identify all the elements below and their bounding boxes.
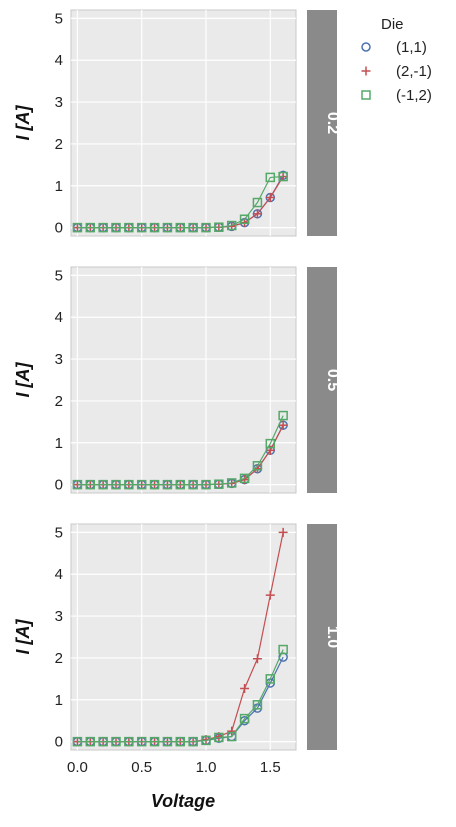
legend-title: Die — [381, 16, 404, 33]
legend-marker — [362, 67, 371, 76]
y-tick-label: 2 — [55, 650, 63, 667]
y-tick-label: 2 — [55, 393, 63, 410]
legend-item: (1,1) — [362, 39, 427, 56]
x-tick-label: 1.5 — [260, 759, 281, 776]
legend-label: (2,-1) — [396, 63, 432, 80]
legend: Die (1,1) (2,-1) (-1,2) — [362, 16, 432, 104]
x-axis-label: Voltage — [151, 791, 215, 811]
plot-background — [71, 10, 296, 236]
legend-marker — [362, 91, 370, 99]
y-tick-label: 0 — [55, 220, 63, 237]
y-tick-label: 2 — [55, 136, 63, 153]
legend-label: (-1,2) — [396, 87, 432, 104]
x-tick-label: 1.0 — [196, 759, 217, 776]
facet-strip-label: 0.2 — [324, 112, 341, 134]
y-tick-label: 1 — [55, 178, 63, 195]
y-tick-label: 0 — [55, 477, 63, 494]
y-tick-label: 5 — [55, 10, 63, 27]
y-tick-label: 1 — [55, 435, 63, 452]
legend-marker — [362, 43, 370, 51]
y-tick-label: 5 — [55, 524, 63, 541]
y-axis-label: I [A] — [13, 362, 33, 398]
legend-item: (2,-1) — [362, 63, 432, 80]
y-tick-label: 4 — [55, 309, 63, 326]
legend-label: (1,1) — [396, 39, 427, 56]
y-tick-label: 3 — [55, 94, 63, 111]
panel-1.0: 0 1 2 3 4 5 I [A] 1.0 0.0 0.5 1.0 1.5 — [13, 524, 341, 776]
panel-0.2: 0 1 2 3 4 5 I [A] 0.2 — [13, 10, 341, 237]
x-tick-label: 0.5 — [131, 759, 152, 776]
y-axis-label: I [A] — [13, 619, 33, 655]
legend-item: (-1,2) — [362, 87, 432, 104]
y-tick-label: 4 — [55, 52, 63, 69]
y-tick-label: 3 — [55, 608, 63, 625]
panel-0.5: 0 1 2 3 4 5 I [A] 0.5 — [13, 267, 341, 494]
x-tick-label: 0.0 — [67, 759, 88, 776]
panels-group: 0 1 2 3 4 5 I [A] 0.2 0 1 2 3 4 5 I [A] 0.5 0 1 2 3 4 5 I [A] 1… — [13, 10, 341, 776]
y-tick-label: 3 — [55, 351, 63, 368]
y-tick-label: 0 — [55, 734, 63, 751]
y-axis-label: I [A] — [13, 105, 33, 141]
y-tick-label: 4 — [55, 566, 63, 583]
y-tick-label: 5 — [55, 267, 63, 284]
plot-background — [71, 267, 296, 493]
facet-strip-label: 1.0 — [324, 626, 341, 648]
y-tick-label: 1 — [55, 692, 63, 709]
facet-strip-label: 0.5 — [324, 369, 341, 391]
